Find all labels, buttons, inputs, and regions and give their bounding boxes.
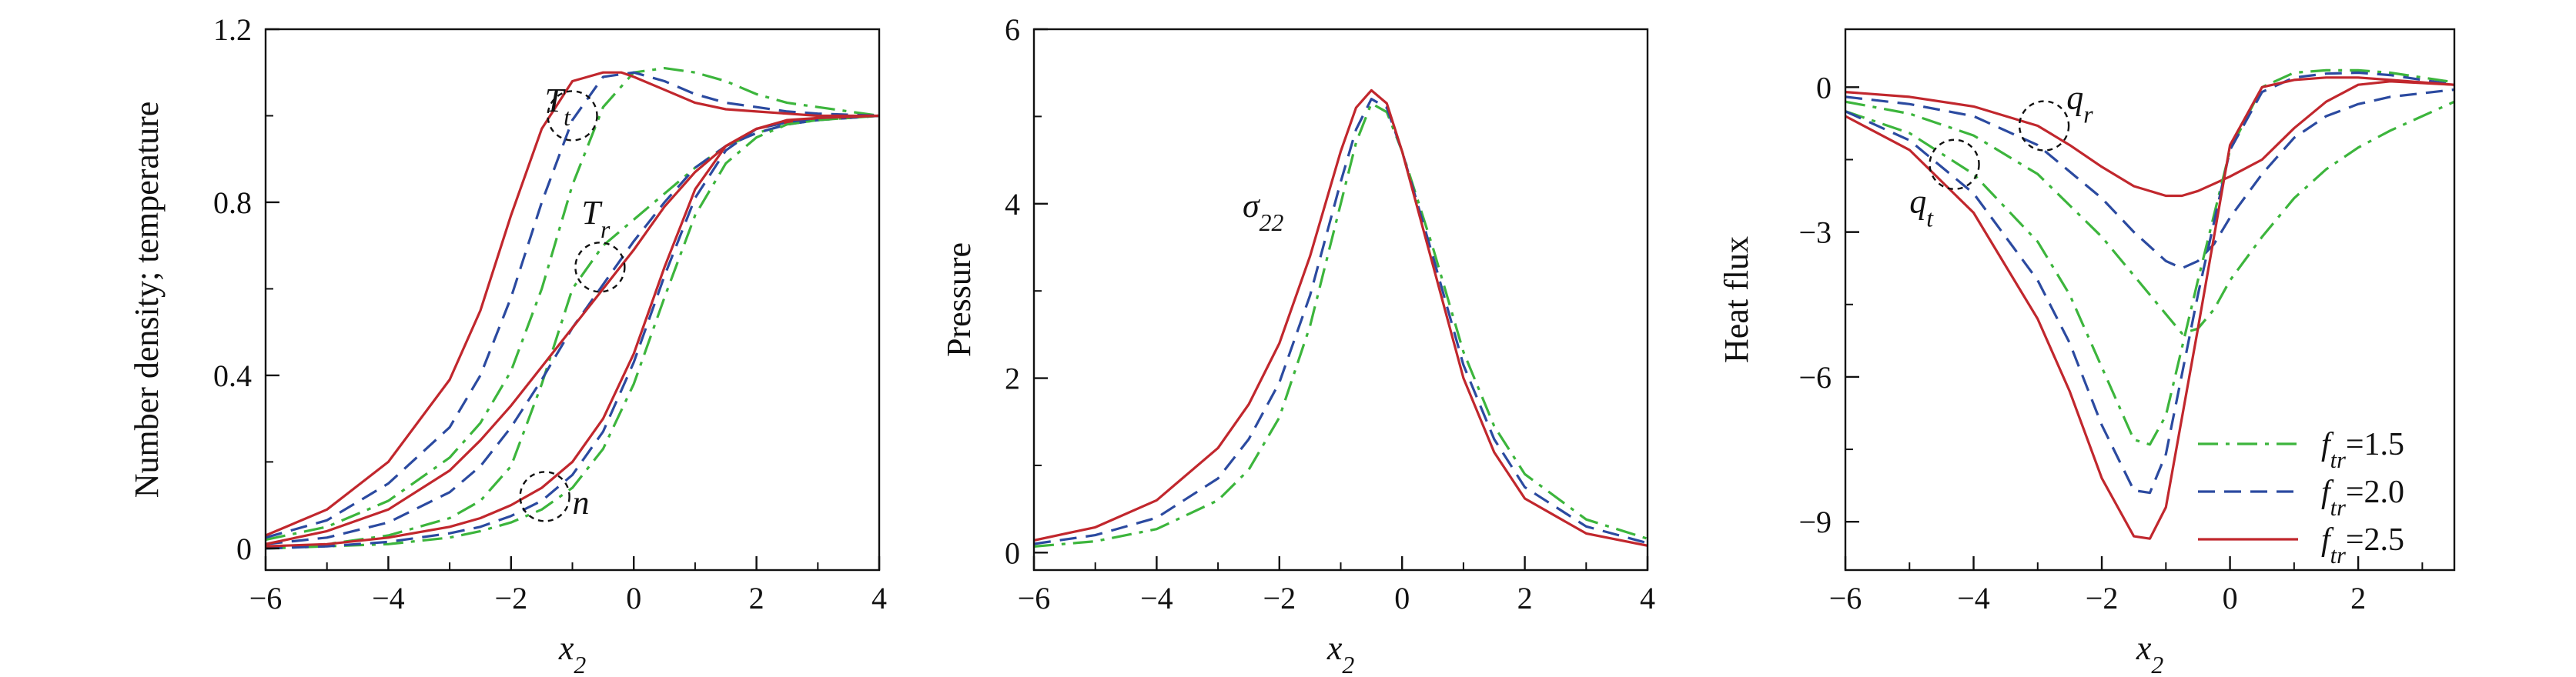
y-tick-label: 4 [1005,187,1020,222]
series-line-solid [1034,88,1648,547]
annotation-label: Tr [581,194,610,243]
series-line-qr-dashed [1845,88,2454,270]
axes-frame [1032,28,1649,572]
x-tick-label: −4 [1140,581,1173,615]
annotation-label: qr [2066,79,2093,128]
highlight-circle [1929,138,1980,190]
x-tick-label: 0 [2223,581,2238,615]
x-tick-label: −2 [1263,581,1296,615]
series-line-n-solid [266,114,879,548]
y-tick-label: −6 [1798,360,1832,395]
x-tick-label: 2 [749,581,764,615]
x-axis-title: x2 [1326,629,1355,677]
series-line-Tr-dashed [266,114,879,545]
series-group [1034,88,1648,548]
highlight-circle [2018,100,2070,152]
series-line-qr-dashdot [1845,100,2454,335]
annotation-label: qt [1909,183,1934,232]
y-tick-label: 6 [1005,12,1020,47]
highlight-circle [574,242,626,293]
annotation-label: n [573,484,590,522]
y-axis-title: Pressure [940,242,978,357]
x-tick-label: 0 [626,581,641,615]
series-line-Tt-dashdot [266,67,879,542]
series-line-qt-solid [1845,76,2454,540]
x-axis-title: x2 [2136,629,2164,677]
x-tick-label: −4 [1957,581,1990,615]
x-tick-label: −6 [1829,581,1862,615]
series-line-qr-solid [1845,80,2454,198]
series-line-dashed [1034,98,1648,545]
axes-frame [1844,28,2456,572]
y-tick-label: −3 [1798,215,1832,250]
series-line-qt-dashed [1845,71,2454,495]
panel-pressure: −6 −4 −2 0 2 4 0 2 4 6 x2 Pressure σ22 [940,12,1655,677]
x-tick-label: −4 [372,581,405,615]
x-tick-label: 2 [1517,581,1533,615]
y-axis-title: Number density; temperature [128,102,166,499]
y-tick-label: 0 [236,532,252,566]
series-line-dashdot [1034,102,1648,548]
x-tick-label: −2 [495,581,528,615]
y-tick-label: 2 [1005,362,1020,396]
x-tick-label: −6 [249,581,283,615]
legend-entry-label: ftr=1.5 [2321,427,2404,473]
x-tick-label: −6 [1018,581,1051,615]
legend-entry-label: ftr=2.0 [2321,475,2404,521]
x-tick-label: 4 [871,581,887,615]
series-line-n-dashed [266,114,879,550]
y-tick-label: 1.2 [213,12,252,47]
y-tick-label: 0.8 [213,185,252,220]
legend-entry-label: ftr=2.5 [2321,522,2404,569]
series-line-Tt-dashed [266,71,879,539]
y-tick-label: 0 [1005,535,1020,570]
y-tick-label: 0.4 [213,359,252,393]
highlight-circle [519,471,570,522]
highlight-circle [547,90,598,142]
x-tick-label: −2 [2086,581,2119,615]
panel-number-density-temperature: −6 −4 −2 0 2 4 0 0.4 0.8 1.2 x2 Number density; tem… [128,12,887,677]
series-line-Tt-solid [266,71,879,537]
y-tick-label: −9 [1798,505,1832,539]
y-axis-title: Heat flux [1718,236,1755,363]
series-group [1845,68,2454,540]
annotation-label: σ22 [1243,187,1284,236]
annotation-label: Tt [545,82,571,131]
series-group [266,67,879,550]
series-line-n-dashdot [266,114,879,550]
x-tick-label: 0 [1394,581,1410,615]
x-tick-label: 2 [2350,581,2366,615]
x-axis-title: x2 [558,629,587,677]
series-line-qt-dashdot [1845,68,2454,446]
y-tick-label: 0 [1816,70,1832,105]
x-tick-label: 4 [1640,581,1655,615]
